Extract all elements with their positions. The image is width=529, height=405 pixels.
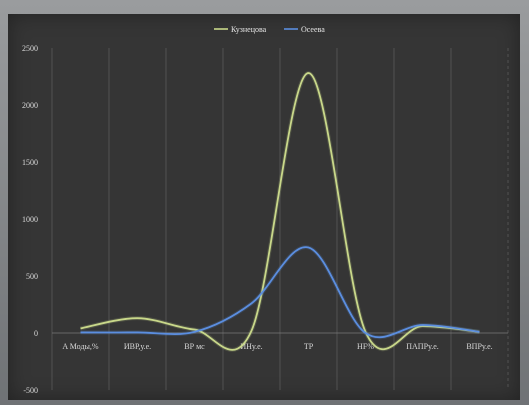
- y-tick-label: 1000: [22, 215, 38, 224]
- chart-panel: -500 0 500 1000 1500 2000 2500 A Моды,% ИВР,у.е…: [8, 14, 520, 400]
- x-tick-label: ВР мс: [184, 342, 205, 351]
- series-line-2: [80, 246, 480, 339]
- x-tick-label: A Моды,%: [62, 342, 98, 351]
- series-lines: [80, 71, 480, 352]
- y-tick-label: 500: [26, 272, 38, 281]
- x-tick-label: HF%: [357, 342, 374, 351]
- legend-label: Осеева: [301, 25, 325, 34]
- x-tick-label: ИНу.е.: [240, 342, 262, 351]
- x-tick-label: ПАПРу.е.: [406, 342, 439, 351]
- y-tick-label: 2000: [22, 101, 38, 110]
- y-axis-ticks: -500 0 500 1000 1500 2000 2500: [22, 44, 38, 395]
- x-tick-label: ВПРу.е.: [466, 342, 492, 351]
- line-chart: -500 0 500 1000 1500 2000 2500 A Моды,% ИВР,у.е…: [22, 25, 509, 395]
- x-axis-ticks: A Моды,% ИВР,у.е. ВР мс ИНу.е. ТР HF% ПАПРу.е.…: [62, 342, 492, 351]
- x-tick-label: ТР: [304, 342, 314, 351]
- y-tick-label: -500: [23, 386, 38, 395]
- y-tick-label: 1500: [22, 158, 38, 167]
- series-line-1: [80, 72, 480, 351]
- y-tick-label: 0: [34, 329, 38, 338]
- legend: Кузнецова Осеева: [214, 25, 325, 34]
- legend-label: Кузнецова: [231, 25, 267, 34]
- x-tick-label: ИВР,у.е.: [124, 342, 151, 351]
- grid-lines: [51, 48, 509, 390]
- y-tick-label: 2500: [22, 44, 38, 53]
